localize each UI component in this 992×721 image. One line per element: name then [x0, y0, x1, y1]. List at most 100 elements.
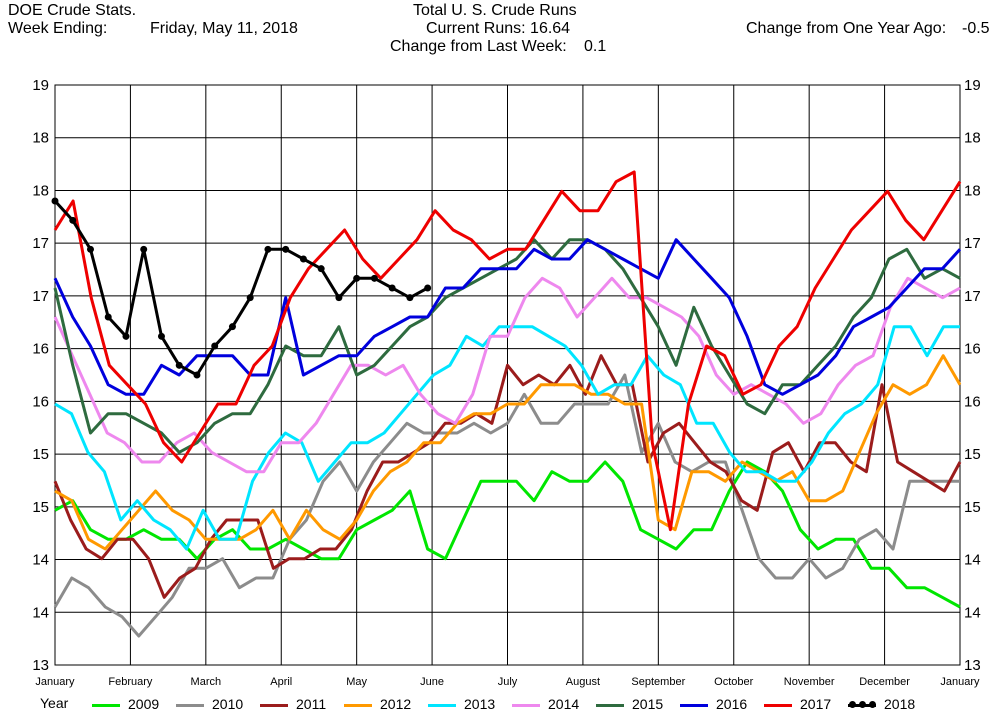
- y-tick-label-left: 18: [32, 182, 49, 199]
- series-point-2018: [317, 265, 325, 273]
- series-line-2014: [53, 276, 961, 474]
- legend-swatch: [92, 704, 120, 707]
- series-point-2018: [335, 294, 343, 302]
- legend-label: 2018: [884, 696, 916, 712]
- legend-swatch: [176, 704, 204, 707]
- series-line-2018: [53, 199, 429, 377]
- legend-swatch: [680, 704, 708, 707]
- y-tick-label-right: 18: [964, 130, 981, 147]
- series-point-2018: [86, 245, 94, 253]
- series-point-2018: [388, 284, 396, 292]
- y-tick-label-left: 14: [32, 552, 49, 569]
- y-tick-label-right: 17: [964, 288, 981, 305]
- legend-item-2009: 2009: [92, 695, 172, 715]
- series-point-2018: [69, 216, 77, 224]
- week-ending-date: Friday, May 11, 2018: [150, 20, 298, 37]
- legend-title: Year: [40, 695, 69, 711]
- change-week-label: Change from Last Week:: [390, 38, 567, 55]
- legend-item-2018: 2018: [848, 695, 928, 715]
- series-point-2018: [282, 245, 290, 253]
- series-point-2018: [264, 245, 272, 253]
- series-point-2018: [353, 274, 361, 282]
- chart-title: Total U. S. Crude Runs: [413, 2, 577, 19]
- y-tick-label-right: 14: [964, 552, 981, 569]
- legend-item-2012: 2012: [344, 695, 424, 715]
- legend-item-2011: 2011: [260, 695, 340, 715]
- y-tick-label-left: 14: [32, 604, 49, 621]
- legend-swatch: [260, 704, 288, 707]
- series-point-2018: [193, 371, 201, 379]
- x-tick-label: October: [714, 676, 753, 688]
- legend-label: 2012: [380, 696, 412, 712]
- legend: Year 2009 2010 2011 2012 2013 2014 2015 2016 201…: [0, 695, 992, 715]
- series-point-2018: [175, 361, 183, 369]
- series-line-2012: [54, 354, 962, 551]
- y-tick-label-left: 13: [32, 657, 49, 674]
- series-point-2018: [370, 274, 378, 282]
- legend-item-2016: 2016: [680, 695, 760, 715]
- legend-label: 2013: [464, 696, 496, 712]
- legend-swatch: [764, 704, 792, 707]
- series-point-2018: [424, 284, 432, 292]
- series-point-2018: [51, 197, 59, 205]
- x-tick-label: July: [498, 676, 518, 688]
- legend-item-2013: 2013: [428, 695, 508, 715]
- series-point-2018: [157, 332, 165, 340]
- series-point-2018: [140, 245, 148, 253]
- change-year-value: -0.5: [962, 20, 990, 37]
- legend-swatch: [596, 704, 624, 707]
- series-line-2010: [53, 373, 960, 638]
- legend-swatch: [512, 704, 540, 707]
- legend-label: 2015: [632, 696, 664, 712]
- series-line-2011: [53, 354, 962, 599]
- y-tick-label-right: 18: [964, 182, 981, 199]
- y-tick-label-left: 18: [32, 130, 49, 147]
- y-tick-label-left: 16: [32, 341, 49, 358]
- series-point-2018: [228, 323, 236, 331]
- legend-swatch: [428, 704, 456, 707]
- y-tick-label-right: 13: [964, 657, 981, 674]
- line-chart: 19 19 18 18 18 18 17 17 17 17 16 16 16 16 15 15 15 15 14 14…: [32, 77, 981, 688]
- legend-item-2015: 2015: [596, 695, 676, 715]
- series-line-2015: [53, 238, 961, 454]
- source-label: DOE Crude Stats.: [8, 2, 137, 19]
- series-point-2018: [122, 332, 130, 340]
- series-line-2013: [54, 325, 960, 551]
- series-point-2018: [406, 294, 414, 302]
- series-line-2016: [53, 238, 962, 396]
- y-tick-label-right: 14: [964, 604, 981, 621]
- legend-marker: [869, 701, 876, 708]
- y-tick-label-left: 19: [32, 77, 49, 94]
- y-tick-label-right: 15: [964, 446, 981, 463]
- legend-label: 2010: [212, 696, 244, 712]
- x-tick-label: April: [270, 676, 292, 688]
- legend-label: 2016: [716, 696, 748, 712]
- x-tick-label: January: [940, 676, 980, 688]
- series-lines: [51, 170, 962, 638]
- y-tick-label-left: 17: [32, 288, 49, 305]
- x-tick-label: November: [784, 676, 835, 688]
- x-tick-label: December: [859, 676, 910, 688]
- series-point-2018: [299, 255, 307, 263]
- series-line-2017: [53, 170, 962, 532]
- y-tick-label-right: 15: [964, 499, 981, 516]
- series-point-2018: [104, 313, 112, 321]
- x-tick-label: August: [566, 676, 600, 688]
- legend-item-2017: 2017: [764, 695, 844, 715]
- legend-item-2014: 2014: [512, 695, 592, 715]
- legend-swatch: [344, 704, 372, 707]
- x-tick-label: February: [108, 676, 153, 688]
- y-tick-label-right: 16: [964, 341, 981, 358]
- legend-label: 2009: [128, 696, 160, 712]
- y-tick-label-left: 17: [32, 235, 49, 252]
- legend-label: 2017: [800, 696, 832, 712]
- x-tick-label: January: [35, 676, 75, 688]
- legend-marker: [849, 701, 856, 708]
- y-tick-label-left: 16: [32, 393, 49, 410]
- y-tick-label-left: 15: [32, 446, 49, 463]
- current-runs: Current Runs: 16.64: [426, 20, 571, 37]
- y-tick-label-right: 19: [964, 77, 981, 94]
- x-tick-label: March: [191, 676, 222, 688]
- legend-label: 2011: [296, 696, 327, 712]
- x-tick-label: June: [420, 676, 444, 688]
